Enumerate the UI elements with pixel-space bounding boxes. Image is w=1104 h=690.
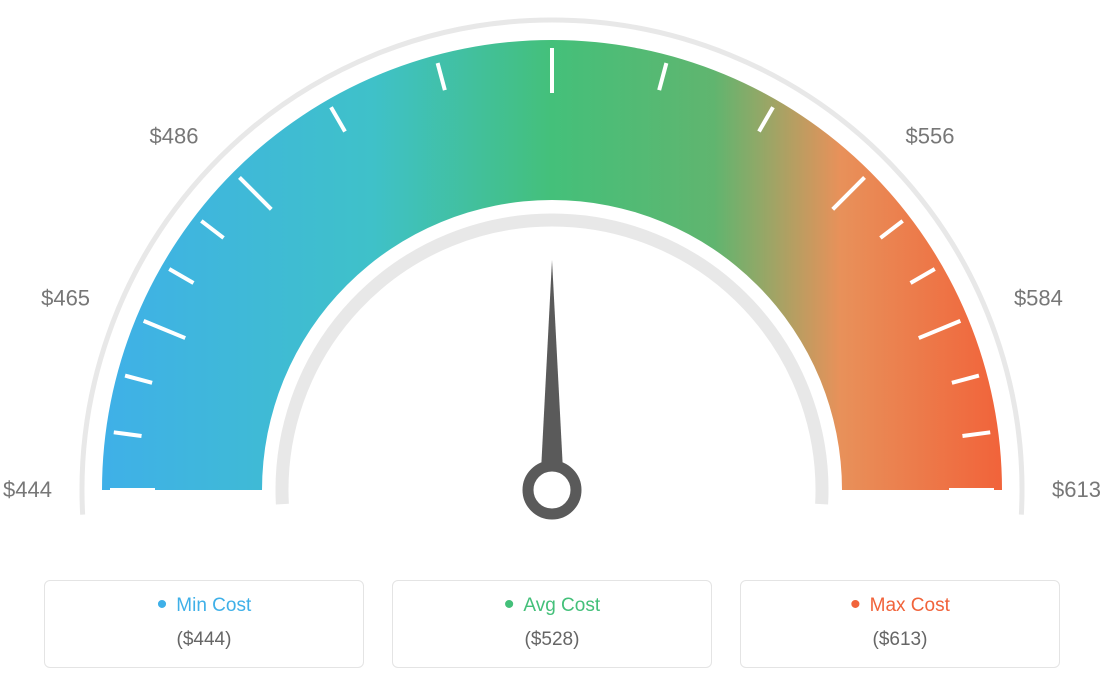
gauge-tick-label: $444 [3, 477, 52, 502]
gauge-tick-label: $486 [149, 123, 198, 148]
legend-avg-value: ($528) [403, 629, 701, 651]
gauge-svg: $444$465$486$528$556$584$613 [0, 10, 1104, 570]
gauge-chart-container: $444$465$486$528$556$584$613 Min Cost ($… [0, 0, 1104, 690]
gauge-needle-hub [528, 466, 576, 514]
legend-card-max: Max Cost ($613) [740, 580, 1060, 668]
legend-min-label: Min Cost [55, 595, 353, 617]
gauge-area: $444$465$486$528$556$584$613 [0, 10, 1104, 570]
gauge-tick-label: $465 [41, 286, 90, 311]
legend-max-value: ($613) [751, 629, 1049, 651]
gauge-tick-label: $584 [1014, 286, 1063, 311]
gauge-tick-label: $556 [906, 123, 955, 148]
legend-row: Min Cost ($444) Avg Cost ($528) Max Cost… [0, 580, 1104, 668]
legend-card-min: Min Cost ($444) [44, 580, 364, 668]
legend-card-avg: Avg Cost ($528) [392, 580, 712, 668]
gauge-tick-label: $613 [1052, 477, 1101, 502]
legend-min-value: ($444) [55, 629, 353, 651]
legend-max-label: Max Cost [751, 595, 1049, 617]
legend-avg-label: Avg Cost [403, 595, 701, 617]
